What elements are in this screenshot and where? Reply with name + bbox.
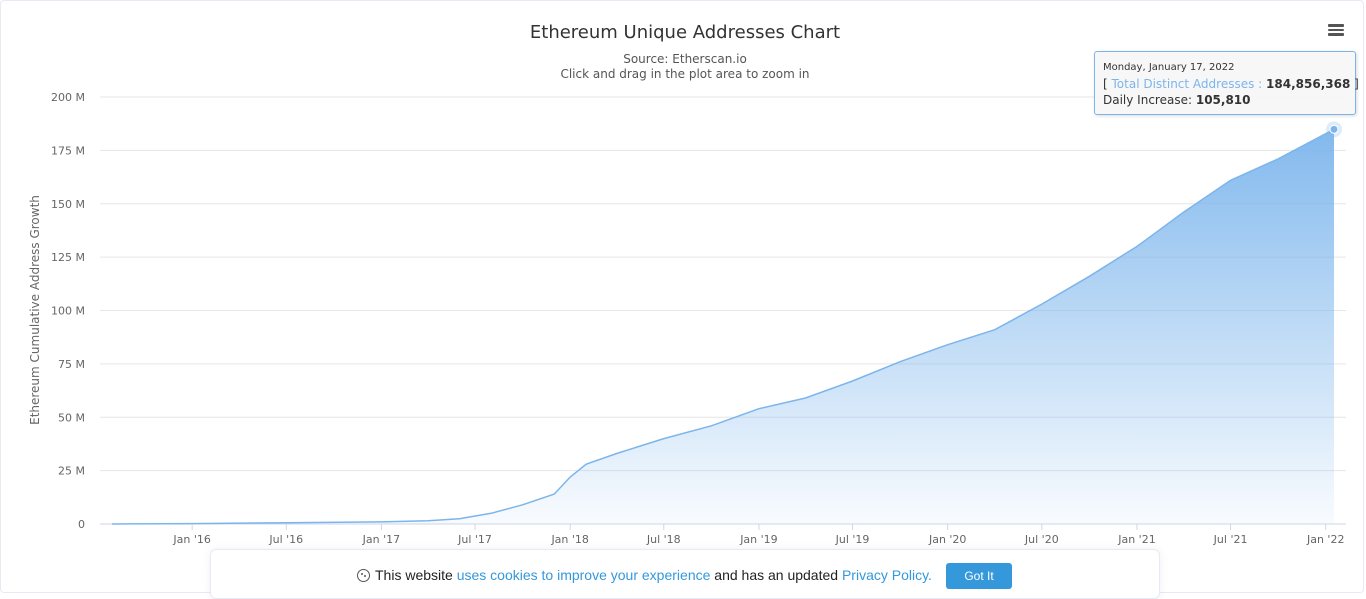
hover-marker (1326, 121, 1342, 138)
x-tick-label: Jul '17 (457, 533, 492, 546)
tooltip-value: 184,856,368 (1266, 77, 1351, 91)
tooltip-date: Monday, January 17, 2022 (1103, 62, 1235, 73)
y-axis-title: Ethereum Cumulative Address Growth (28, 195, 42, 425)
x-tick-label: Jul '20 (1024, 533, 1059, 546)
y-tick-label: 0 (78, 518, 85, 531)
x-tick-label: Jul '16 (268, 533, 303, 546)
x-tick-label: Jul '21 (1213, 533, 1248, 546)
y-tick-label: 125 M (51, 251, 85, 264)
chart-subtitle-hint: Click and drag in the plot area to zoom … (560, 67, 809, 81)
x-tick-label: Jan '16 (172, 533, 210, 546)
chart-menu-button[interactable] (1321, 22, 1351, 44)
chart-subtitle-source: Source: Etherscan.io (623, 52, 747, 66)
got-it-button[interactable]: Got It (946, 563, 1012, 589)
x-tick-label: Jan '21 (1117, 533, 1155, 546)
series-line (111, 128, 1335, 525)
x-axis: Jan '16 Jul '16 Jan '17 Jul '17 Jan '18 Jul '… (172, 524, 1344, 546)
x-tick-label: Jan '18 (550, 533, 588, 546)
x-tick-label: Jan '19 (739, 533, 777, 546)
y-tick-label: 50 M (58, 411, 85, 424)
privacy-policy-link[interactable]: Privacy Policy. (841, 567, 932, 583)
y-axis: 0 25 M 50 M 75 M 100 M 125 M 150 M 175 M 200 M (51, 91, 85, 531)
x-tick-label: Jul '18 (646, 533, 681, 546)
cookie-message: This website uses cookies to improve you… (357, 567, 932, 583)
tooltip-increase-label: Daily Increase: (1103, 93, 1193, 107)
series-area-fill (112, 129, 1334, 525)
cookie-text-1: This website (375, 567, 453, 583)
tooltip-value-line: [ Total Distinct Addresses : 184,856,368… (1103, 77, 1359, 91)
y-tick-label: 200 M (51, 91, 85, 104)
cookie-banner: This website uses cookies to improve you… (210, 549, 1160, 599)
y-tick-label: 150 M (51, 198, 85, 211)
plot-area[interactable] (111, 128, 1335, 525)
cookie-text-2: and has an updated (714, 567, 839, 583)
tooltip-increase-line: Daily Increase: 105,810 (1103, 92, 1347, 108)
tooltip-series-name: Total Distinct Addresses (1111, 77, 1255, 91)
tooltip-increase-value: 105,810 (1195, 93, 1251, 107)
y-tick-label: 100 M (51, 305, 85, 318)
x-tick-label: Jul '19 (835, 533, 870, 546)
y-tick-label: 75 M (58, 358, 85, 371)
y-tick-label: 175 M (51, 144, 85, 157)
x-tick-label: Jan '22 (1306, 533, 1344, 546)
chart-tooltip: Monday, January 17, 2022 [ Total Distinc… (1094, 51, 1359, 115)
x-tick-label: Jan '20 (928, 533, 966, 546)
cookie-policy-link[interactable]: uses cookies to improve your experience (456, 567, 711, 583)
y-tick-label: 25 M (58, 465, 85, 478)
chart-title: Ethereum Unique Addresses Chart (530, 22, 840, 43)
cookie-icon (357, 569, 370, 582)
hover-marker-point (1329, 124, 1339, 134)
hamburger-menu-icon (1321, 24, 1351, 36)
x-tick-label: Jan '17 (362, 533, 400, 546)
